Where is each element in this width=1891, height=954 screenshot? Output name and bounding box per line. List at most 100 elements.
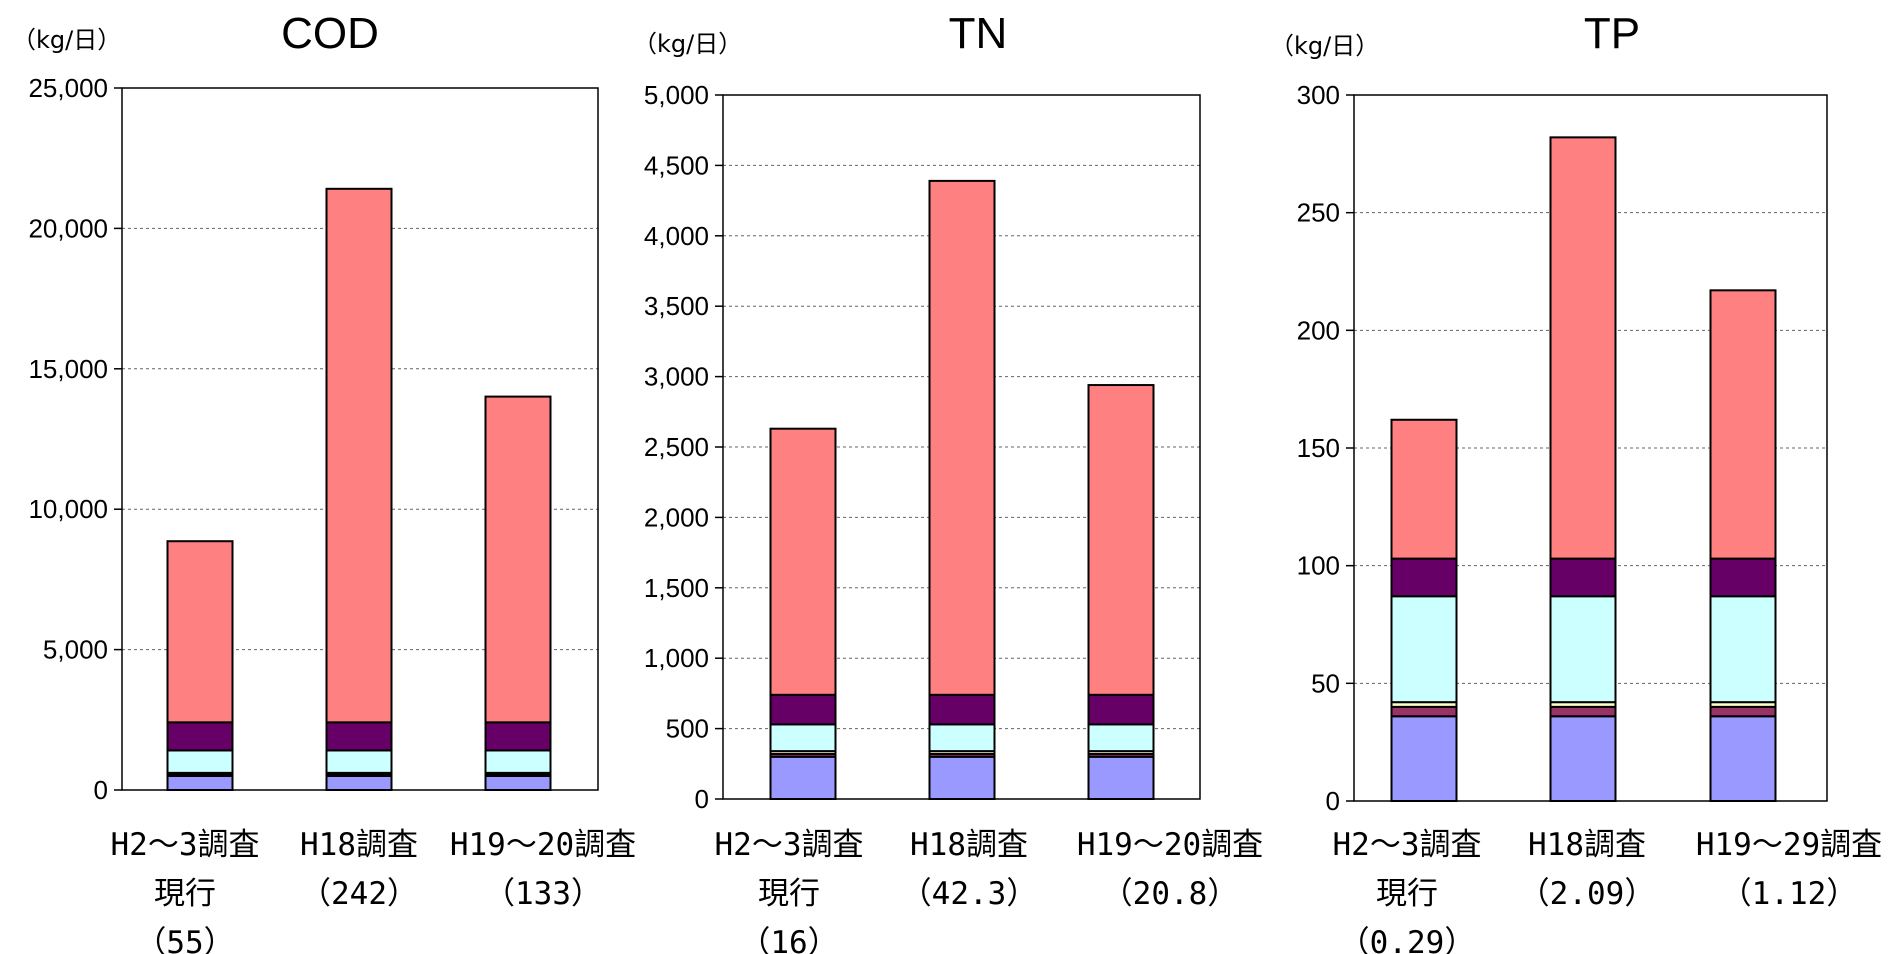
y-unit-label: （kg/日） — [12, 26, 121, 54]
chart-panel-cod: 0 5,000 10,000 15,000 20,000 25,000 COD （kg/日） H… — [12, 9, 636, 954]
y-tick-label: 150 — [1297, 433, 1340, 463]
chart-panel-tn: 0 500 1,000 1,500 2,000 2,500 3,000 3,500 4,000 4… — [633, 9, 1263, 954]
bar-segment — [1709, 289, 1777, 560]
x-category-label: H2～3調査現行 （0.29） — [1333, 827, 1482, 954]
y-tick-label: 20,000 — [28, 213, 108, 243]
x-category-label: H19～29調査 （1.12） — [1696, 827, 1882, 912]
y-tick-label: 15,000 — [28, 354, 108, 384]
bar-stack — [1087, 384, 1155, 801]
bar-stack — [928, 179, 996, 801]
chart-title: TN — [949, 9, 1008, 58]
y-tick-label: 0 — [1326, 786, 1340, 816]
y-tick-label: 1,000 — [644, 643, 709, 673]
bar-segment — [928, 693, 996, 726]
bar-segment — [769, 723, 837, 753]
y-tick-label: 250 — [1297, 198, 1340, 228]
x-category-line: （242） — [300, 876, 418, 912]
y-tick-label: 2,500 — [644, 432, 709, 462]
bar-stack — [769, 427, 837, 801]
y-tick-label: 5,000 — [43, 635, 108, 665]
bar-segment — [325, 187, 393, 724]
x-category-line: H2～3調査 — [1333, 827, 1482, 863]
bar-segment — [1709, 557, 1777, 598]
x-category-label: H18調査 （242） — [300, 827, 418, 912]
y-tick-label: 300 — [1297, 80, 1340, 110]
bar-segment — [1709, 715, 1777, 803]
x-category-line: H19～20調査 — [1077, 827, 1263, 863]
bar-segment — [1549, 136, 1617, 560]
x-category-label: H2～3調査現行 （16） — [715, 827, 864, 954]
y-tick-label: 4,500 — [644, 150, 709, 180]
bar-segment — [1087, 384, 1155, 696]
y-tick-label: 0 — [94, 775, 108, 805]
x-category-label: H19～20調査 （133） — [450, 827, 636, 912]
y-tick-label: 50 — [1311, 668, 1340, 698]
y-tick-label: 5,000 — [644, 80, 709, 110]
bar-stack — [1390, 418, 1458, 803]
bar-segment — [928, 723, 996, 753]
y-tick-label: 2,000 — [644, 502, 709, 532]
x-category-line: H18調査 — [910, 827, 1028, 863]
bar-segment — [769, 755, 837, 801]
x-category-line: （16） — [739, 925, 838, 954]
bar-segment — [1087, 693, 1155, 726]
x-category-line: H19～20調査 — [450, 827, 636, 863]
x-category-line: H18調査 — [1528, 827, 1646, 863]
x-category-line: H2～3調査 — [715, 827, 864, 863]
x-category-label: H19～20調査 （20.8） — [1077, 827, 1263, 912]
bar-segment — [484, 749, 552, 774]
bar-segment — [1087, 755, 1155, 801]
bar-segment — [1549, 557, 1617, 598]
bar-segment — [325, 721, 393, 752]
y-unit-label: （kg/日） — [633, 30, 742, 58]
bar-segment — [1549, 715, 1617, 803]
chart-panel-tp: 0 50 100 150 200 250 300 TP （kg/日） H2～3調査現行 （0.29）… — [1270, 9, 1882, 954]
bar-segment — [484, 774, 552, 792]
y-tick-label: 3,500 — [644, 291, 709, 321]
bar-segment — [928, 755, 996, 801]
bar-segment — [1087, 723, 1155, 753]
y-tick-label: 1,500 — [644, 573, 709, 603]
x-category-label: H18調査 （42.3） — [901, 827, 1038, 912]
plot-frame — [121, 87, 599, 791]
bar-stack — [484, 395, 552, 792]
bar-segment — [1390, 705, 1458, 718]
bar-segment — [484, 395, 552, 724]
bar-segment — [166, 749, 234, 774]
bar-stack — [166, 540, 234, 792]
y-tick-label: 10,000 — [28, 494, 108, 524]
x-category-line: （1.12） — [1721, 876, 1858, 912]
y-tick-label: 25,000 — [28, 73, 108, 103]
bar-segment — [166, 540, 234, 724]
y-tick-label: 500 — [666, 714, 709, 744]
bar-segment — [484, 721, 552, 752]
bar-segment — [1390, 557, 1458, 598]
bar-segment — [166, 774, 234, 792]
y-tick-label: 100 — [1297, 551, 1340, 581]
x-category-line: （42.3） — [901, 876, 1038, 912]
y-tick-label: 4,000 — [644, 221, 709, 251]
y-tick-label: 3,000 — [644, 362, 709, 392]
x-category-line: （20.8） — [1102, 876, 1239, 912]
chart-title: COD — [281, 9, 379, 58]
x-category-line: 現行 — [154, 876, 216, 912]
y-tick-label: 200 — [1297, 315, 1340, 345]
x-category-line: 現行 — [758, 876, 820, 912]
chart-title: TP — [1584, 9, 1640, 58]
bar-segment — [1390, 595, 1458, 704]
x-category-label: H18調査 （2.09） — [1519, 827, 1656, 912]
x-category-line: （2.09） — [1519, 876, 1656, 912]
bar-segment — [928, 179, 996, 696]
bar-segment — [1390, 715, 1458, 803]
x-category-line: 現行 — [1376, 876, 1438, 912]
bar-stack — [325, 187, 393, 792]
bar-segment — [1549, 705, 1617, 718]
bar-segment — [1390, 418, 1458, 560]
x-category-line: （55） — [135, 925, 234, 954]
bar-stack — [1549, 136, 1617, 803]
x-category-label: H2～3調査現行 （55） — [111, 827, 260, 954]
bar-segment — [769, 427, 837, 696]
x-category-line: （0.29） — [1339, 925, 1476, 954]
x-category-line: H18調査 — [300, 827, 418, 863]
